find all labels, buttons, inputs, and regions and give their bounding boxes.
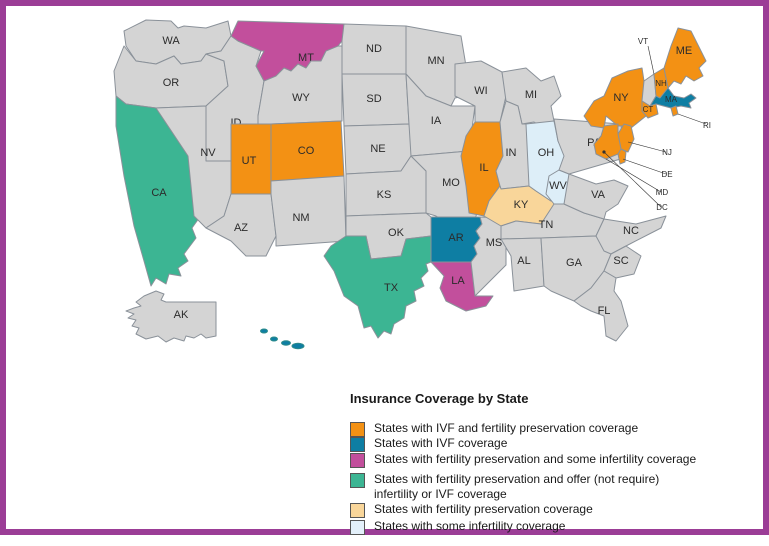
svg-text:IA: IA bbox=[431, 115, 442, 127]
svg-text:CO: CO bbox=[298, 145, 315, 157]
svg-text:KY: KY bbox=[514, 199, 529, 211]
svg-text:AL: AL bbox=[517, 255, 530, 267]
svg-text:AZ: AZ bbox=[234, 222, 248, 234]
svg-text:MS: MS bbox=[486, 237, 503, 249]
svg-text:CT: CT bbox=[643, 105, 654, 114]
svg-text:WI: WI bbox=[474, 85, 487, 97]
svg-text:MA: MA bbox=[665, 95, 678, 104]
svg-text:OK: OK bbox=[388, 227, 405, 239]
svg-text:NE: NE bbox=[370, 143, 385, 155]
svg-text:MN: MN bbox=[427, 55, 444, 67]
svg-text:SD: SD bbox=[366, 93, 381, 105]
svg-text:DC: DC bbox=[656, 203, 668, 212]
svg-text:NC: NC bbox=[623, 225, 639, 237]
svg-text:TX: TX bbox=[384, 282, 399, 294]
svg-text:MO: MO bbox=[442, 177, 460, 189]
svg-text:SC: SC bbox=[613, 255, 628, 267]
svg-text:WA: WA bbox=[162, 35, 180, 47]
svg-text:GA: GA bbox=[566, 257, 583, 269]
svg-text:WY: WY bbox=[292, 92, 310, 104]
svg-text:CA: CA bbox=[151, 187, 167, 199]
svg-text:TN: TN bbox=[539, 219, 554, 231]
svg-text:OR: OR bbox=[163, 77, 180, 89]
svg-text:IN: IN bbox=[506, 147, 517, 159]
svg-text:RI: RI bbox=[703, 121, 711, 130]
svg-text:NM: NM bbox=[292, 212, 309, 224]
svg-text:MD: MD bbox=[656, 188, 669, 197]
svg-text:IL: IL bbox=[479, 162, 488, 174]
svg-text:WV: WV bbox=[549, 180, 567, 192]
svg-text:DE: DE bbox=[661, 170, 672, 179]
svg-text:UT: UT bbox=[242, 155, 257, 167]
svg-text:MI: MI bbox=[525, 89, 537, 101]
svg-text:ME: ME bbox=[676, 45, 693, 57]
svg-text:KS: KS bbox=[377, 189, 392, 201]
svg-text:LA: LA bbox=[451, 275, 465, 287]
svg-text:VT: VT bbox=[638, 37, 648, 46]
svg-text:NY: NY bbox=[613, 92, 629, 104]
svg-text:VA: VA bbox=[591, 189, 606, 201]
svg-text:NV: NV bbox=[200, 147, 216, 159]
svg-text:ND: ND bbox=[366, 43, 382, 55]
svg-text:AK: AK bbox=[174, 309, 189, 321]
svg-text:NH: NH bbox=[655, 79, 667, 88]
svg-text:NJ: NJ bbox=[662, 148, 672, 157]
svg-text:OH: OH bbox=[538, 147, 555, 159]
svg-text:FL: FL bbox=[598, 305, 611, 317]
svg-text:AR: AR bbox=[448, 232, 463, 244]
